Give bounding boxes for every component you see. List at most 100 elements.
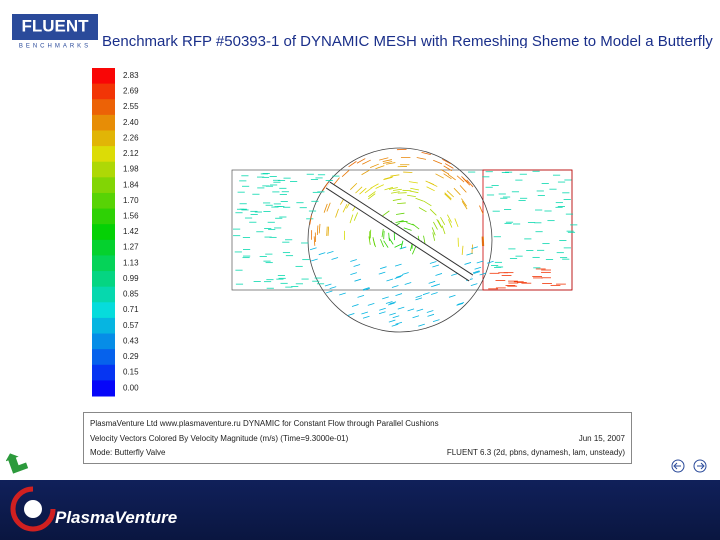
vector (386, 278, 394, 282)
vector (461, 245, 464, 255)
vector (462, 178, 471, 186)
vector (394, 276, 402, 279)
vector (363, 287, 370, 291)
vector (389, 301, 397, 305)
vector (407, 194, 416, 198)
back-arrow[interactable] (6, 452, 30, 476)
vector (353, 212, 359, 221)
vector (378, 271, 386, 275)
colorbar-label: 2.40 (123, 118, 139, 127)
vector (470, 283, 478, 287)
vector (392, 198, 402, 201)
image-panel: 2.83 2.69 2.55 2.40 2.26 2.12 1.98 1.84 1.70 1.56… (83, 48, 633, 465)
colorbar-label: 1.56 (123, 211, 139, 220)
vector (350, 259, 357, 262)
vector (433, 221, 438, 230)
vector (390, 174, 400, 177)
vector (457, 302, 465, 305)
nav-buttons[interactable] (670, 458, 710, 474)
vector (385, 301, 393, 304)
vector (418, 207, 427, 213)
colorbar-swatch (92, 349, 115, 366)
vector (382, 210, 390, 217)
vector (389, 312, 396, 316)
vector (431, 227, 436, 236)
vector (448, 294, 456, 298)
vector (456, 302, 464, 306)
colorbar-label: 0.00 (123, 383, 139, 392)
logo-text: FLUENT (21, 16, 89, 35)
colorbar-swatch (92, 333, 115, 350)
colorbar-label: 2.26 (123, 133, 139, 142)
vector (479, 272, 487, 276)
vector (347, 313, 355, 316)
vector (357, 295, 365, 298)
vector (409, 190, 419, 194)
colorbar-label: 1.27 (123, 243, 139, 252)
vector (361, 311, 369, 315)
vector (486, 260, 494, 264)
vector (309, 247, 317, 251)
vector (443, 173, 452, 180)
vector (362, 287, 370, 290)
vector (379, 307, 386, 311)
colorbar-label: 1.70 (123, 196, 139, 205)
vector (326, 226, 328, 236)
vector (369, 229, 372, 239)
vector (472, 270, 480, 274)
vector (349, 214, 354, 224)
vector (435, 173, 444, 179)
vector (429, 261, 437, 264)
vector (432, 232, 436, 241)
vector (356, 158, 366, 164)
vector (388, 302, 395, 306)
brand-icon (10, 486, 56, 532)
vector (432, 319, 440, 323)
vector (471, 246, 478, 250)
vector (392, 315, 400, 319)
vector (355, 186, 363, 194)
vector (362, 159, 371, 165)
colorbar-label: 0.85 (123, 290, 139, 299)
vector (394, 263, 402, 267)
vector (361, 169, 370, 176)
vector (440, 169, 450, 175)
vector (461, 198, 467, 207)
vector (322, 182, 329, 191)
pipe-outlet (482, 169, 573, 291)
vector (410, 187, 420, 191)
vector (453, 187, 461, 196)
vector (353, 264, 361, 267)
caption-line: Mode: Butterfly Valve (90, 448, 166, 457)
vector (390, 191, 400, 194)
vector (447, 214, 452, 223)
colorbar-swatch (92, 146, 115, 163)
colorbar-swatch (92, 130, 115, 147)
vector (367, 302, 375, 306)
vector (326, 202, 331, 212)
vector (426, 186, 435, 192)
vector (427, 313, 435, 317)
vector (422, 292, 430, 296)
vector (473, 271, 481, 274)
vector (428, 280, 436, 284)
colorbar-label: 2.55 (123, 102, 139, 111)
vector (428, 182, 438, 187)
colorbar-label: 0.43 (123, 336, 139, 345)
vector (388, 187, 398, 190)
vector (381, 228, 384, 238)
caption-box: PlasmaVenture Ltd www.plasmaventure.ru D… (83, 412, 632, 464)
vector (324, 283, 332, 287)
vector (466, 179, 474, 188)
vector (375, 184, 384, 189)
disk-fill (326, 182, 473, 281)
vector (378, 311, 386, 315)
vector (415, 297, 423, 301)
vector (318, 223, 321, 234)
vector (412, 246, 417, 255)
vector (329, 286, 337, 290)
vector (397, 306, 405, 310)
vector (412, 315, 420, 319)
footer-band: PlasmaVenture (0, 480, 720, 540)
